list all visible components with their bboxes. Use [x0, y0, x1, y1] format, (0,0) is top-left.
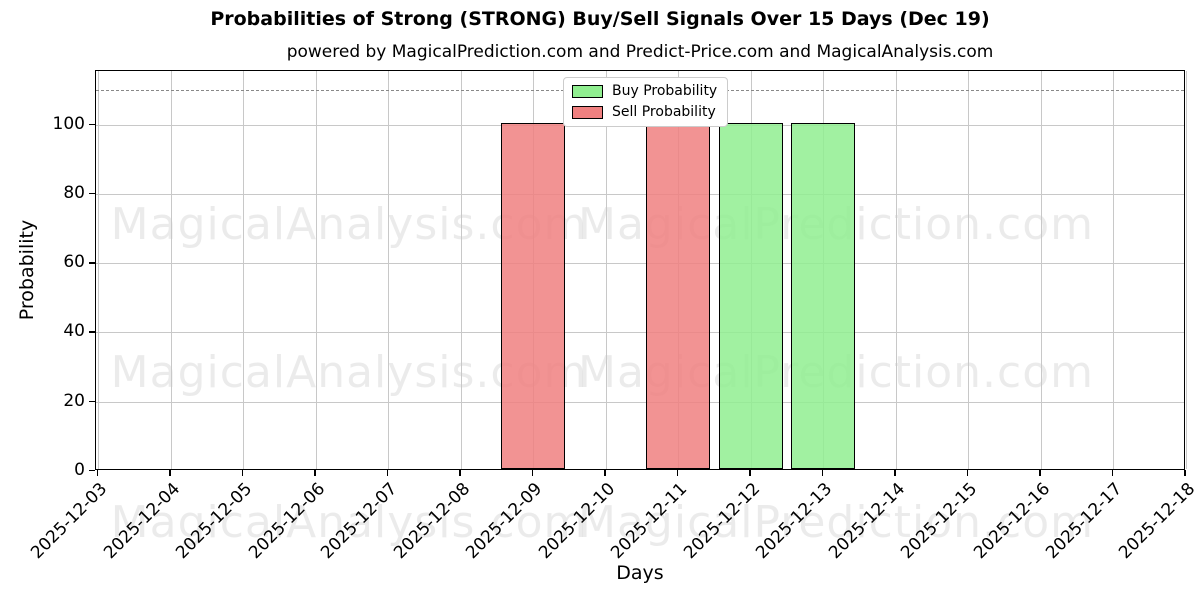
x-tick-mark — [386, 470, 389, 476]
y-axis-label: Probability — [16, 219, 38, 321]
legend-swatch — [572, 105, 603, 119]
y-tick-mark — [89, 123, 95, 125]
gridline-vertical — [895, 71, 897, 469]
x-tick-mark — [894, 470, 896, 476]
x-tick-mark — [1184, 470, 1186, 476]
x-tick-mark — [604, 470, 606, 476]
gridline-vertical — [1040, 71, 1042, 469]
y-tick-mark — [89, 331, 95, 333]
probability-bar — [791, 122, 856, 469]
x-tick-mark — [1111, 470, 1114, 476]
legend-label: Buy Probability — [612, 83, 718, 99]
x-tick-mark — [96, 470, 98, 476]
x-tick-mark — [531, 470, 534, 476]
x-tick-mark — [241, 470, 244, 476]
x-tick-mark — [459, 470, 461, 476]
legend-label: Sell Probability — [612, 104, 716, 120]
gridline-horizontal — [96, 193, 1184, 195]
x-axis-label: Days — [616, 562, 664, 584]
gridline-vertical — [243, 71, 245, 469]
legend: Buy Probability Sell Probability — [563, 77, 729, 127]
gridline-vertical — [98, 71, 100, 469]
probability-bar — [646, 122, 711, 469]
y-tick-mark — [89, 470, 95, 472]
x-tick-mark — [314, 470, 316, 476]
gridline-horizontal — [96, 263, 1184, 265]
gridline-vertical — [605, 71, 607, 469]
legend-entry: Buy Probability — [572, 83, 717, 99]
gridline-vertical — [1186, 71, 1187, 469]
gridline-horizontal — [96, 332, 1184, 334]
x-tick-mark — [1039, 470, 1041, 476]
chart-subtitle: powered by MagicalPrediction.com and Pre… — [286, 42, 994, 62]
gridline-vertical — [170, 71, 172, 469]
y-tick-mark — [89, 262, 95, 264]
gridline-vertical — [968, 71, 970, 469]
y-tick-mark — [89, 400, 95, 403]
x-tick-mark — [676, 470, 679, 476]
gridline-vertical — [315, 71, 317, 469]
y-tick-label: 80 — [63, 182, 85, 203]
y-tick-label: 60 — [63, 252, 85, 273]
y-tick-label: 0 — [74, 460, 85, 480]
gridline-horizontal — [96, 401, 1184, 403]
x-tick-mark — [821, 470, 824, 476]
probability-bar — [501, 122, 566, 469]
gridline-vertical — [1113, 71, 1115, 469]
y-tick-mark — [89, 192, 95, 195]
x-tick-mark — [966, 470, 969, 476]
legend-swatch — [572, 84, 603, 98]
plot-area: MagicalAnalysis.comMagicalPrediction.com… — [95, 70, 1187, 548]
probability-bar — [718, 122, 783, 469]
gridline-vertical — [460, 71, 462, 469]
x-tick-mark — [749, 470, 751, 476]
y-tick-label: 100 — [52, 113, 85, 134]
x-tick-mark — [169, 470, 171, 476]
legend-entry: Sell Probability — [572, 104, 717, 120]
y-tick-label: 20 — [63, 390, 85, 411]
y-tick-label: 40 — [63, 321, 85, 342]
chart-title: Probabilities of Strong (STRONG) Buy/Sel… — [210, 8, 990, 30]
gridline-vertical — [388, 71, 390, 469]
